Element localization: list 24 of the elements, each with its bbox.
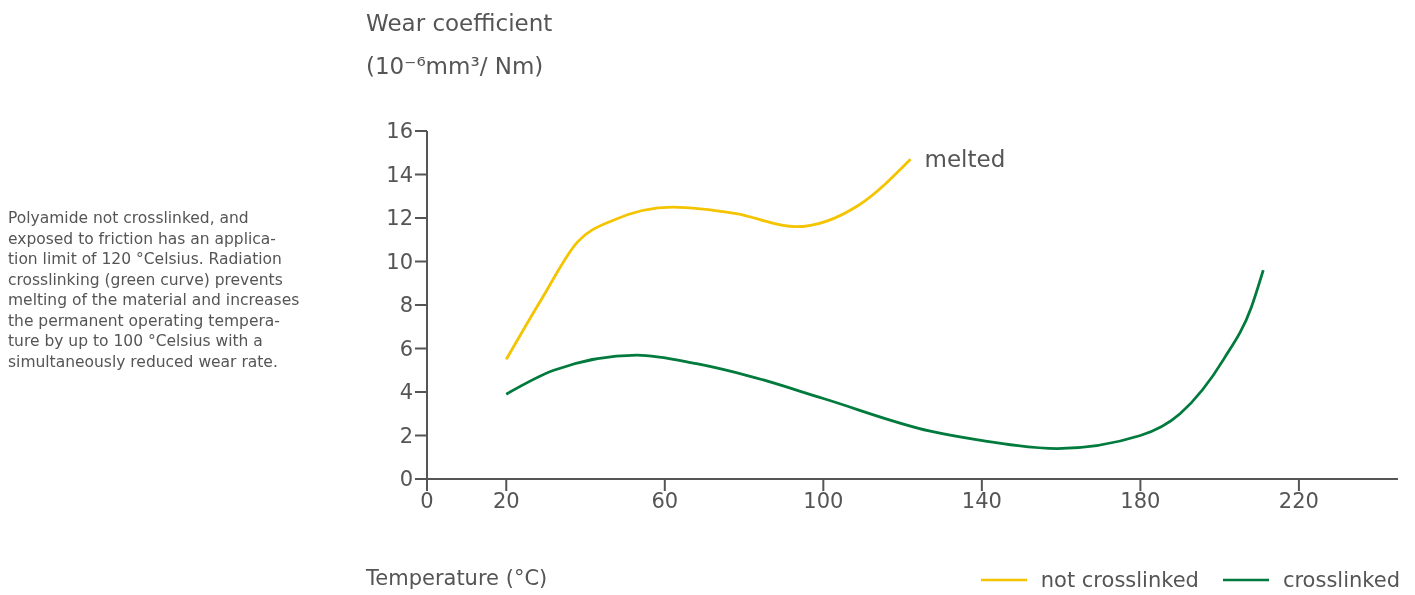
y-tick-label: 4 [399,380,413,405]
x-tick-label: 140 [961,488,1002,513]
x-tick-label: 180 [1120,488,1161,513]
x-tick-label: 20 [492,488,520,513]
y-tick-label: 8 [399,293,413,318]
y-tick-label: 0 [399,467,413,492]
y-tick-label: 2 [399,423,413,448]
text: Polyamide not crosslinked, and exposed to friction has an applica- tion limit of 120 °Celsius. Radiation crosslinking (green curve) prevents melting of the material and increases the permanent operating tempera- ture by up to 100 °Celsius with a simultaneously reduced wear rate. [8,208,301,372]
line-series [504,268,1265,450]
legend-label: crosslinked [1282,568,1400,592]
line-series [504,157,912,361]
x-axis-title: Temperature (°C) [366,566,548,590]
y-tick-label: 6 [399,336,413,361]
x-tick-label: 60 [651,488,679,513]
y-tick-label: 16 [386,119,413,144]
x-tick-label: 100 [803,488,844,513]
y-axis-title: Wear coefficient (10⁻⁶mm³/ Nm) [366,10,553,79]
y-tick-label: 10 [386,249,413,274]
legend-label: not crosslinked [1040,568,1199,592]
y-tick-label: 14 [386,162,413,187]
y-tick-label: 12 [386,206,413,231]
x-tick-label: 220 [1278,488,1319,513]
x-tick-label: 0 [420,488,434,513]
annotation: melted [924,146,1006,173]
